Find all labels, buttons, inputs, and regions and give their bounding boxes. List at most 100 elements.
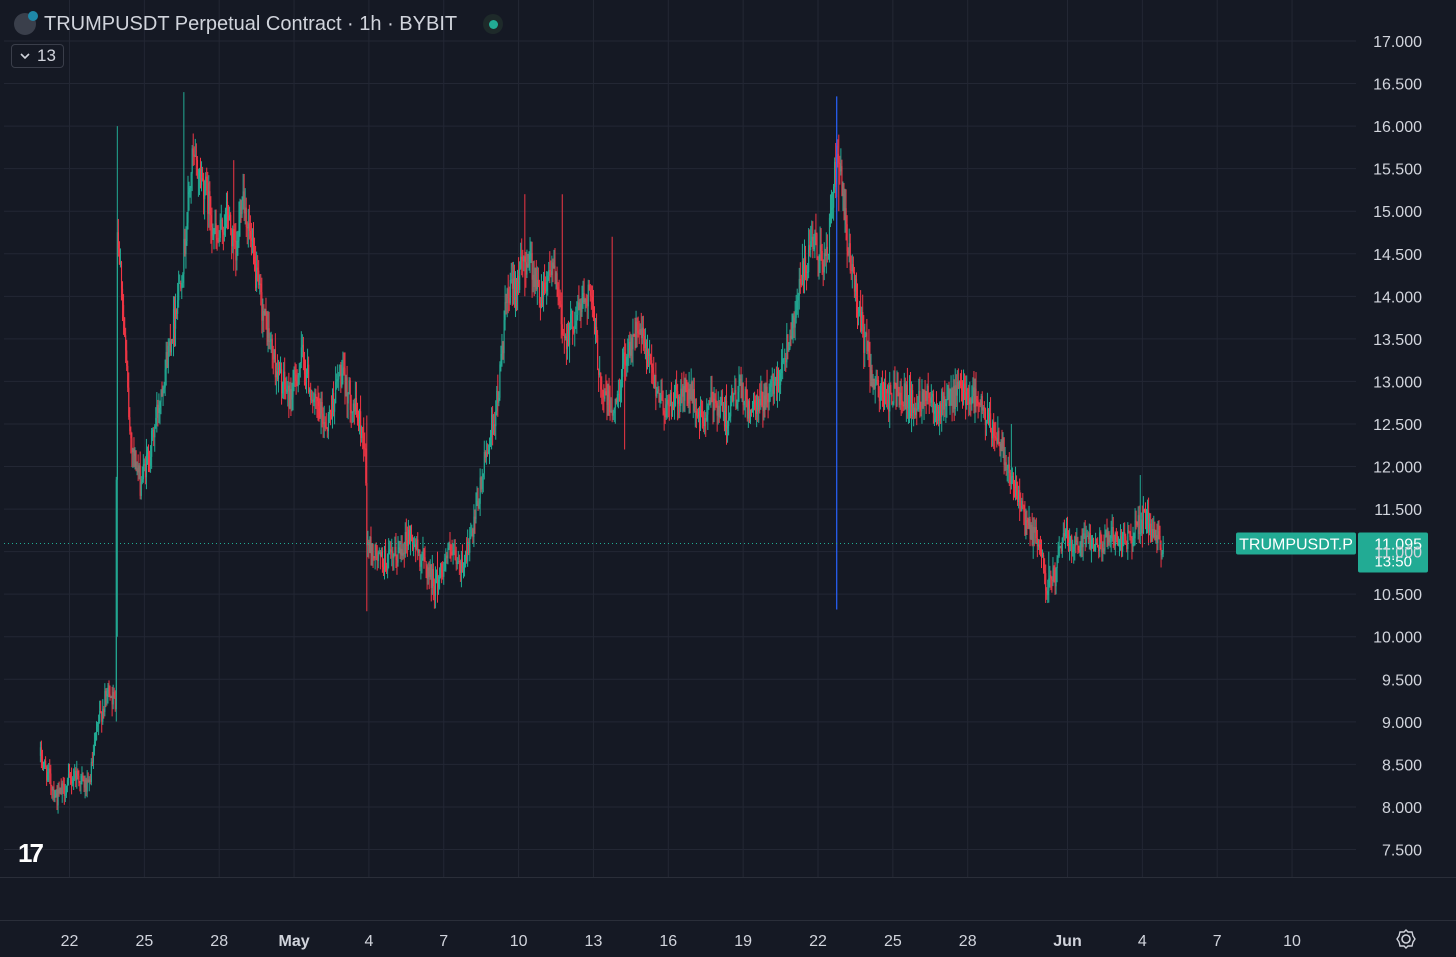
candle-body — [132, 449, 134, 453]
settings-icon[interactable] — [1395, 928, 1417, 950]
indicators-collapse-button[interactable]: 13 — [11, 44, 64, 68]
candle-body — [1006, 468, 1008, 470]
candle — [548, 261, 550, 281]
candle-body — [767, 399, 769, 403]
candle — [678, 394, 680, 419]
candle-body — [684, 378, 686, 401]
candle — [500, 345, 502, 372]
candle — [946, 383, 948, 418]
candle-body — [1013, 486, 1016, 489]
candle — [1027, 517, 1029, 529]
candle-body — [842, 194, 844, 196]
candle-body — [828, 217, 831, 254]
candle-body — [759, 398, 761, 406]
candle — [849, 233, 851, 274]
candle-body — [450, 551, 452, 553]
candle — [165, 341, 167, 386]
candle-body — [741, 383, 743, 398]
candle — [480, 476, 482, 493]
candle-body — [363, 433, 365, 449]
candle-body — [577, 302, 579, 315]
candle — [757, 389, 759, 422]
candle — [681, 372, 683, 404]
candle — [194, 138, 196, 157]
candle — [427, 562, 429, 585]
candle — [980, 393, 982, 422]
candle-body — [314, 394, 316, 399]
candle — [546, 271, 548, 305]
candle-body — [297, 375, 299, 387]
candle — [614, 398, 616, 424]
candle — [486, 443, 489, 457]
candles[interactable] — [39, 92, 1164, 814]
candle-body — [285, 389, 287, 392]
candle — [52, 786, 54, 801]
candle-body — [892, 403, 894, 405]
candle — [947, 384, 949, 401]
chart-legend[interactable]: TRUMPUSDT Perpetual Contract · 1h · BYBI… — [14, 10, 504, 38]
candle-body — [1058, 546, 1060, 556]
candle-body — [770, 380, 772, 388]
candle — [958, 380, 960, 403]
candle — [989, 401, 991, 428]
candle-body — [1057, 555, 1059, 558]
candle-body — [713, 398, 715, 412]
candle-body — [516, 278, 518, 294]
candle — [918, 378, 920, 412]
y-tick-label: 9.000 — [1382, 715, 1422, 732]
candle — [342, 351, 344, 385]
candle — [258, 260, 260, 289]
candle-body — [394, 546, 396, 556]
candle — [55, 789, 57, 798]
candle — [744, 386, 746, 418]
candle-body — [64, 794, 66, 796]
candle — [1056, 555, 1058, 583]
candle — [293, 366, 295, 392]
candle — [893, 370, 895, 406]
candle — [360, 395, 362, 447]
candle-body — [910, 388, 912, 417]
candle — [913, 403, 915, 427]
candle — [1105, 529, 1107, 538]
tradingview-logo-icon[interactable]: 17 — [18, 838, 44, 868]
candle — [857, 283, 859, 330]
candle — [100, 700, 102, 714]
candle-body — [795, 310, 797, 318]
candle-body — [899, 392, 901, 405]
candle-body — [522, 259, 524, 262]
candle — [503, 310, 505, 364]
candle-body — [530, 252, 532, 256]
candle — [319, 398, 321, 419]
candle — [414, 536, 416, 548]
candle — [538, 279, 540, 308]
candle-body — [704, 418, 706, 426]
candle-body — [1030, 524, 1032, 540]
candle-body — [724, 400, 727, 427]
candle-body — [50, 773, 52, 786]
candle-body — [651, 360, 653, 368]
candle-body — [904, 383, 906, 410]
candle — [1130, 523, 1132, 544]
candle — [1023, 504, 1025, 526]
candle-body — [1001, 443, 1003, 449]
candle-body — [196, 160, 198, 179]
candle-body — [728, 417, 730, 427]
candle — [818, 254, 820, 280]
candle-body — [171, 339, 174, 341]
candle-body — [326, 427, 328, 432]
candle-body — [221, 219, 223, 233]
candle — [287, 381, 289, 407]
candle-body — [89, 779, 91, 783]
candle — [456, 557, 458, 570]
candle — [914, 397, 916, 419]
candle-body — [492, 414, 494, 435]
candle-body — [939, 403, 941, 421]
candle — [110, 695, 112, 699]
candle-body — [761, 390, 763, 406]
candle-body — [188, 192, 190, 195]
candle-body — [785, 358, 787, 363]
candle-body — [638, 333, 640, 335]
candle-body — [1117, 543, 1120, 546]
candle-body — [562, 334, 564, 336]
